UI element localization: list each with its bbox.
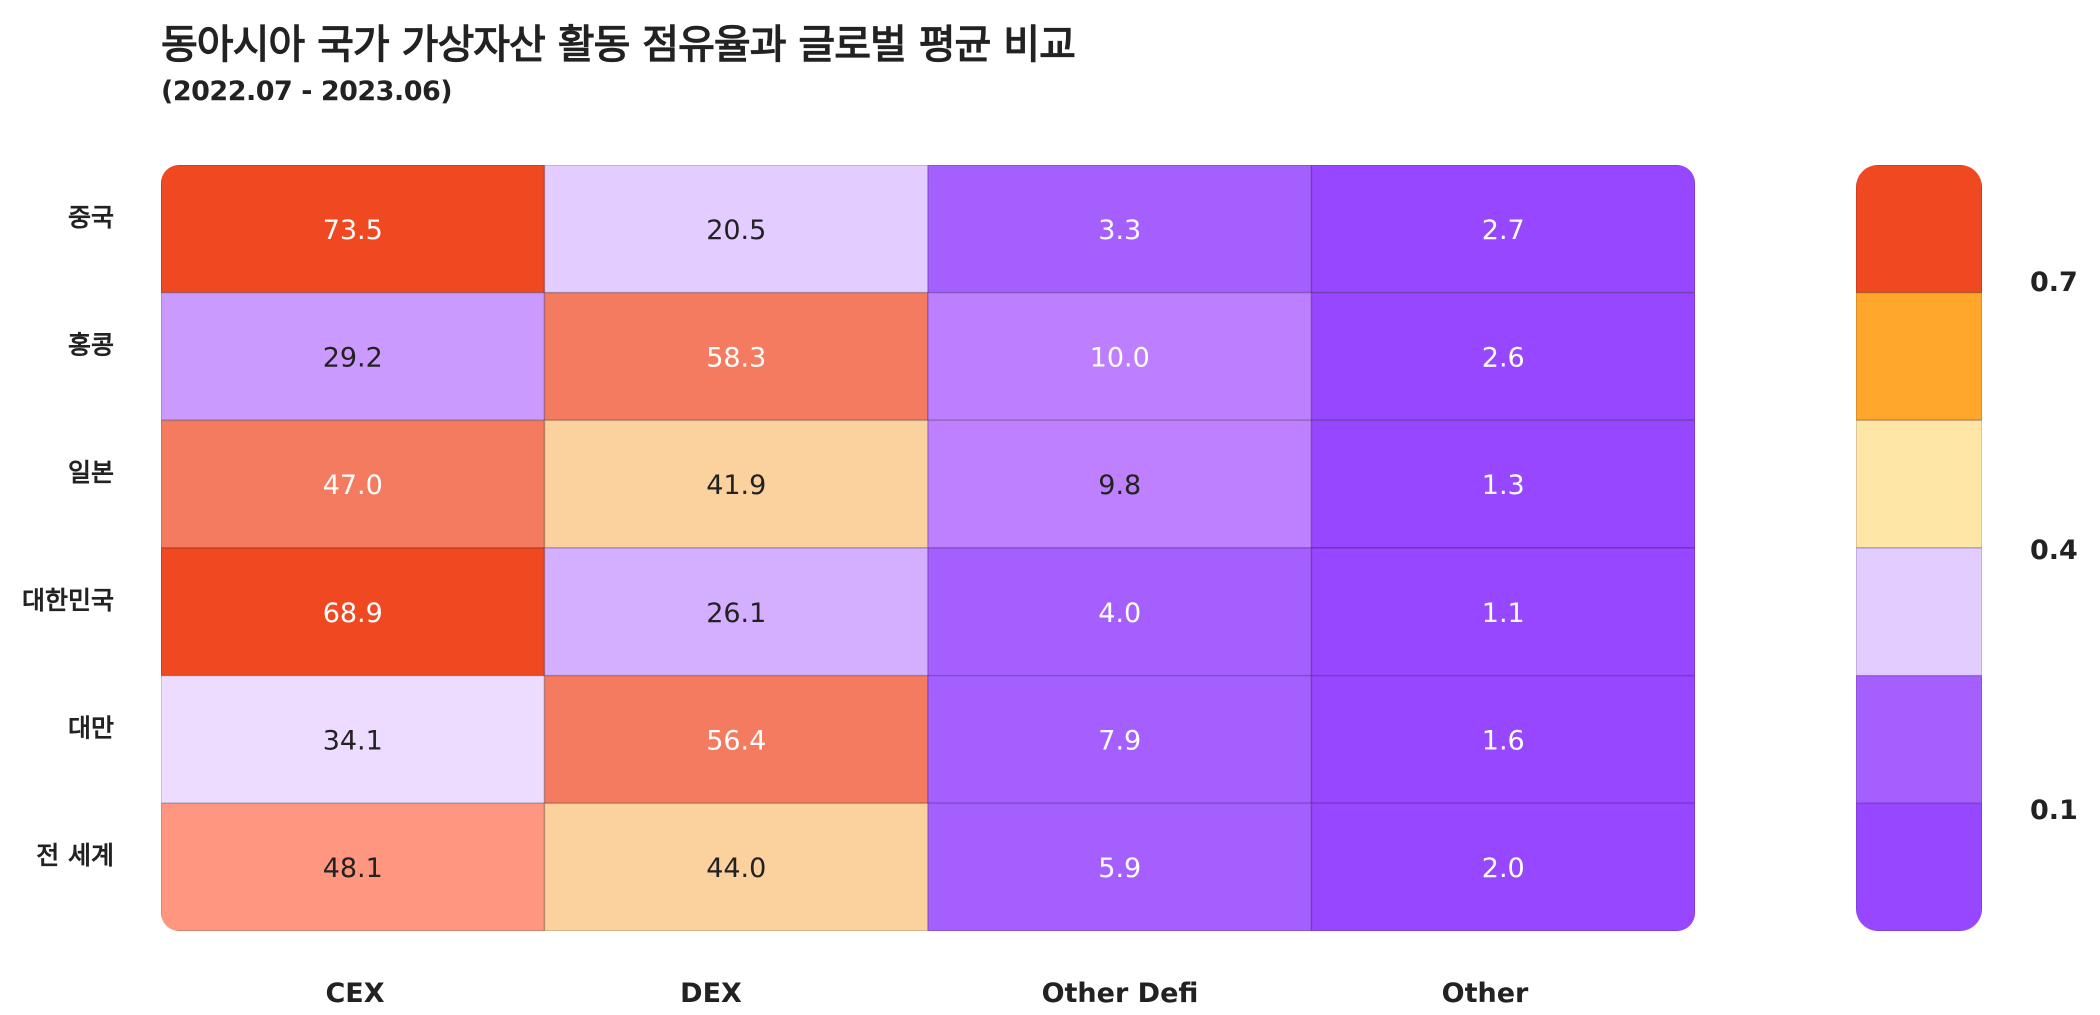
column-label: DEX xyxy=(680,978,742,1009)
cell-value-label: 1.6 xyxy=(1482,726,1525,757)
heatmap-cell xyxy=(543,674,929,805)
row-label: 홍콩 xyxy=(68,331,114,360)
cell-value-label: 34.1 xyxy=(323,726,383,757)
cell-value-label: 2.0 xyxy=(1482,853,1525,884)
heatmap-cell xyxy=(927,674,1313,805)
cell-value-label: 56.4 xyxy=(706,726,766,757)
cell-value-label: 4.0 xyxy=(1098,598,1141,629)
cell-value-label: 2.7 xyxy=(1482,215,1525,246)
cell-value-label: 2.6 xyxy=(1482,343,1525,374)
cell-value-label: 9.8 xyxy=(1098,470,1141,501)
colorbar-tick-label: 0.1 xyxy=(2030,795,2078,826)
cell-value-label: 29.2 xyxy=(323,343,383,374)
colorbar-tick-label: 0.7 xyxy=(2030,267,2078,298)
colorbar-bin xyxy=(1856,547,1982,677)
colorbar-bin xyxy=(1856,674,1982,805)
row-label: 대만 xyxy=(68,714,114,743)
chart-title: 동아시아 국가 가상자산 활동 점유율과 글로벌 평균 비교 xyxy=(161,22,1076,68)
cell-value-label: 58.3 xyxy=(706,343,766,374)
column-label: CEX xyxy=(325,978,384,1009)
cell-value-label: 5.9 xyxy=(1098,853,1141,884)
colorbar-bin xyxy=(1856,419,1982,549)
heatmap-cell xyxy=(543,419,929,549)
colorbar-bin xyxy=(1856,291,1982,422)
cell-value-label: 44.0 xyxy=(706,853,766,884)
cell-value-label: 47.0 xyxy=(323,470,383,501)
cell-value-label: 68.9 xyxy=(323,598,383,629)
heatmap-cell xyxy=(543,547,929,677)
heatmap-cell xyxy=(161,802,546,931)
row-label: 전 세계 xyxy=(36,841,114,870)
heatmap-cell xyxy=(927,291,1313,422)
cell-value-label: 41.9 xyxy=(706,470,766,501)
cell-value-label: 73.5 xyxy=(323,215,383,246)
heatmap-cells xyxy=(161,165,1695,931)
heatmap-cell xyxy=(1310,419,1695,549)
cell-value-label: 20.5 xyxy=(706,215,766,246)
chart-subtitle: (2022.07 - 2023.06) xyxy=(161,76,453,107)
cell-value-label: 7.9 xyxy=(1098,726,1141,757)
row-label: 중국 xyxy=(68,203,114,232)
heatmap-cell xyxy=(161,165,546,294)
cell-value-label: 10.0 xyxy=(1090,343,1150,374)
heatmap-cell xyxy=(1310,291,1695,422)
colorbar xyxy=(1856,165,1982,931)
cell-value-label: 48.1 xyxy=(323,853,383,884)
heatmap-cell xyxy=(1310,674,1695,805)
colorbar-bin xyxy=(1856,802,1982,931)
colorbar-bin xyxy=(1856,165,1982,294)
heatmap-cell xyxy=(1310,165,1695,294)
colorbar-tick-label: 0.4 xyxy=(2030,535,2078,566)
heatmap-cell xyxy=(927,547,1313,677)
row-label: 대한민국 xyxy=(22,586,114,615)
heatmap-cell xyxy=(927,802,1313,931)
heatmap-cell xyxy=(543,802,929,931)
heatmap-cell xyxy=(1310,802,1695,931)
cell-value-label: 26.1 xyxy=(706,598,766,629)
column-label: Other Defi xyxy=(1042,978,1199,1009)
column-label: Other xyxy=(1442,978,1529,1009)
cell-value-label: 1.1 xyxy=(1482,598,1525,629)
cell-value-label: 1.3 xyxy=(1482,470,1525,501)
heatmap-cell xyxy=(161,419,546,549)
row-label: 일본 xyxy=(68,458,114,487)
cell-value-label: 3.3 xyxy=(1098,215,1141,246)
heatmap-cell xyxy=(161,547,546,677)
